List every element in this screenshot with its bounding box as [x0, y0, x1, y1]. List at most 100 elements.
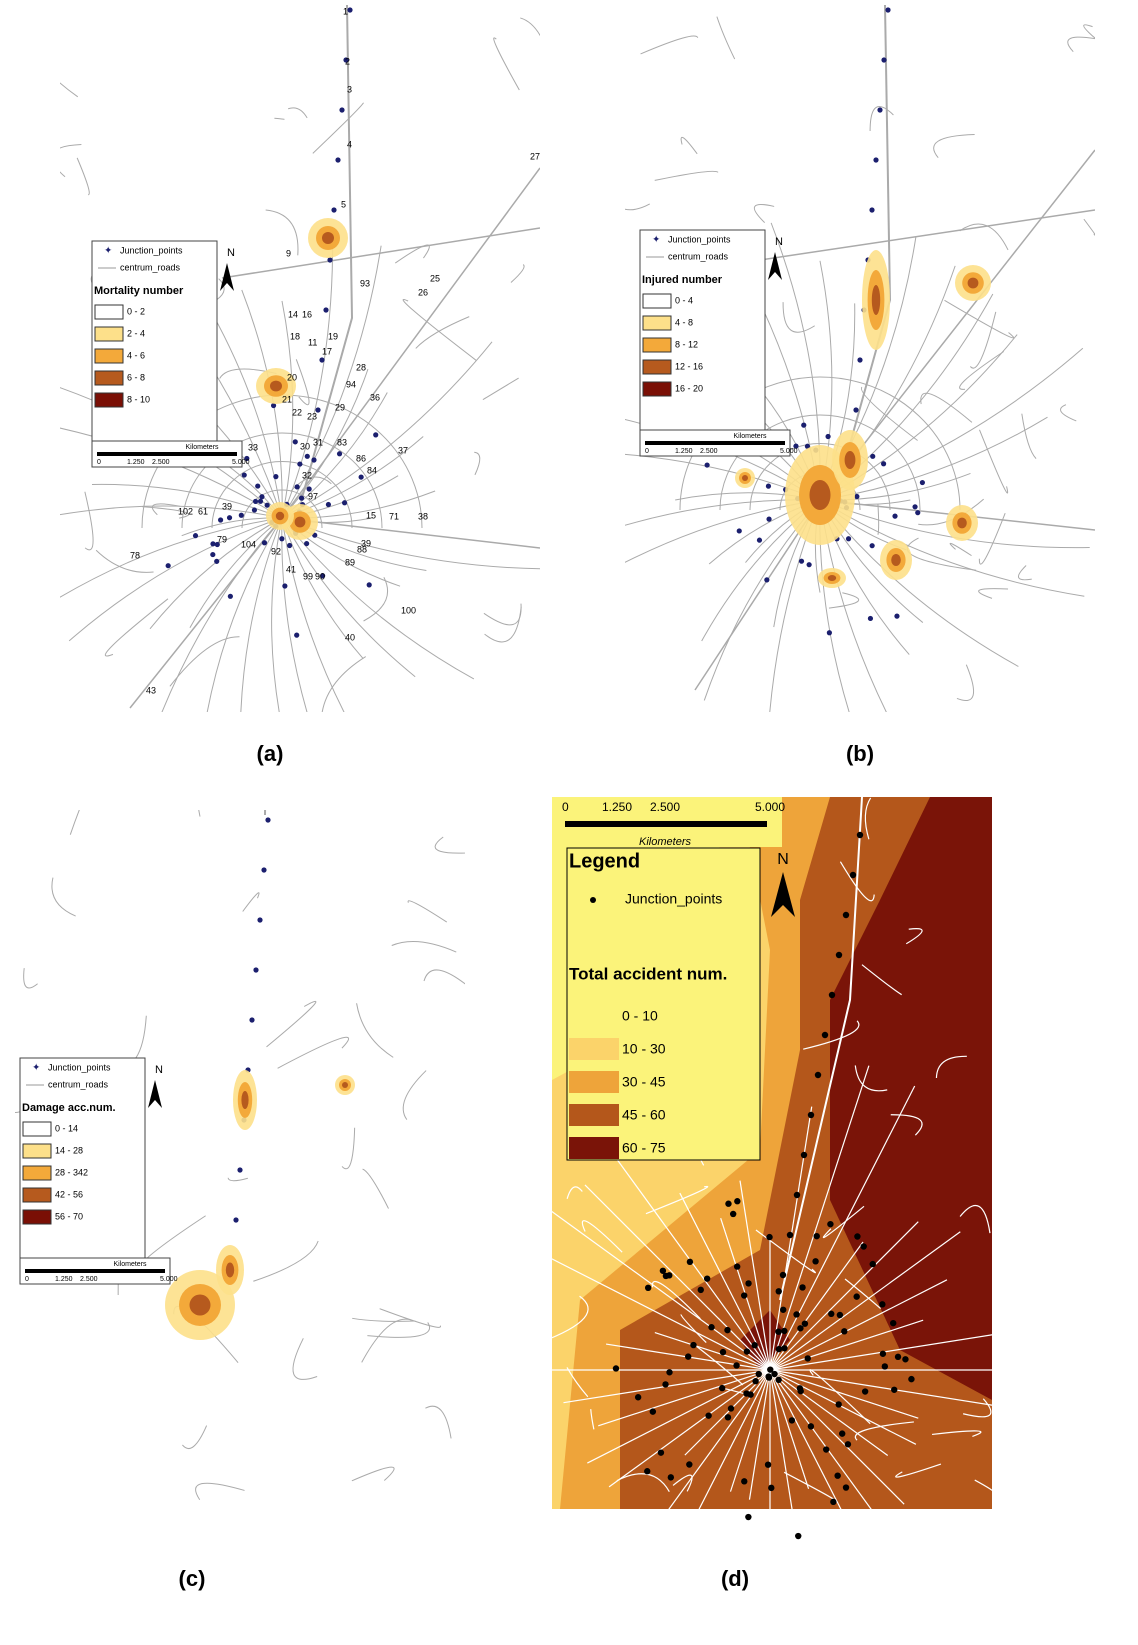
junction-point: [242, 472, 247, 477]
junction-point: [217, 628, 222, 633]
road: [403, 299, 476, 360]
junction-point: [159, 657, 164, 662]
junction-point: [311, 457, 316, 462]
road: [266, 210, 298, 255]
junction-point: [198, 599, 203, 604]
road: [63, 610, 200, 774]
junction-label: 15: [366, 510, 376, 520]
junction-point: [885, 7, 890, 12]
junction-point: [196, 571, 201, 576]
junction-label: 78: [130, 550, 140, 560]
legend-swatch: [23, 1210, 51, 1224]
junction-point: [294, 633, 299, 638]
junction-point: [870, 1261, 876, 1267]
junction-point: [880, 1351, 886, 1357]
main-road: [130, 518, 282, 708]
scale-unit: Kilometers: [185, 444, 219, 451]
junction-label: 79: [217, 534, 227, 544]
road: [313, 103, 364, 154]
legend-swatch: [643, 294, 671, 308]
legend-swatch: [569, 1104, 619, 1126]
junction-label: 104: [241, 539, 256, 549]
junction-point: [877, 107, 882, 112]
junction-point: [228, 594, 233, 599]
road: [960, 224, 1008, 250]
junction-point: [757, 538, 762, 543]
road: [0, 610, 200, 782]
road: [190, 610, 200, 817]
junction-label: 32: [302, 470, 312, 480]
road: [228, 1178, 248, 1181]
road: [484, 604, 521, 625]
junction-point: [781, 1328, 787, 1334]
junction-point: [210, 541, 215, 546]
scale-bar: [645, 441, 785, 445]
junction-point: [827, 1221, 833, 1227]
junction-point: [830, 1499, 836, 1505]
road: [367, 1322, 429, 1337]
junction-point: [188, 605, 193, 610]
junction-point: [218, 517, 223, 522]
legend-class: 14 - 28: [55, 1145, 83, 1155]
junction-label: 39: [222, 501, 232, 511]
junction-point: [259, 494, 264, 499]
legend-swatch: [569, 1005, 619, 1027]
junction-point: [873, 157, 878, 162]
junction-point: [184, 619, 189, 624]
junction-point: [814, 1233, 820, 1239]
road: [278, 1037, 349, 1068]
hotspot: [295, 517, 306, 528]
legend-class: 2 - 4: [127, 328, 145, 338]
road: [1018, 565, 1031, 579]
legend-class: 56 - 70: [55, 1211, 83, 1221]
road: [322, 657, 366, 713]
junction-point: [719, 1385, 725, 1391]
junction-point: [801, 1152, 807, 1158]
legend-class: 45 - 60: [622, 1107, 666, 1123]
junction-point: [156, 694, 161, 699]
road: [907, 538, 976, 570]
junction-label: 3: [347, 84, 352, 94]
junction-label: 16: [302, 309, 312, 319]
junction-point: [836, 1401, 842, 1407]
road: [96, 550, 153, 572]
legend-class: 8 - 12: [675, 339, 698, 349]
junction-point: [745, 1280, 751, 1286]
legend-title: Total accident num.: [569, 964, 727, 983]
junction-label: 11: [308, 337, 317, 347]
hotspot: [742, 475, 748, 481]
road: [979, 430, 1007, 493]
legend-title: Injured number: [642, 274, 723, 286]
junction-point: [843, 1484, 849, 1490]
junction-point: [743, 1390, 749, 1396]
junction-point: [239, 513, 244, 518]
legend-swatch: [643, 382, 671, 396]
junction-point: [207, 585, 212, 590]
junction-label: 102: [178, 506, 193, 516]
legend-item: Junction_points: [48, 1062, 111, 1072]
legend-swatch: [95, 327, 123, 341]
junction-point: [767, 1366, 773, 1372]
road: [363, 1169, 389, 1208]
junction-point: [645, 1285, 651, 1291]
legend-class: 8 - 10: [127, 394, 150, 404]
junction-point: [218, 584, 223, 589]
junction-point: [766, 517, 771, 522]
legend-symbol: ✦: [652, 235, 660, 246]
junction-point: [295, 484, 300, 489]
junction-point: [850, 872, 856, 878]
junction-point: [853, 1293, 859, 1299]
junction-point: [305, 454, 310, 459]
scale-bar: [565, 821, 767, 827]
junction-point: [231, 651, 236, 656]
road: [200, 610, 223, 739]
legend-swatch: [643, 316, 671, 330]
road: [485, 607, 522, 642]
junction-label: 71: [389, 511, 399, 521]
scale-bar: [97, 452, 237, 456]
caption: (b): [846, 741, 874, 766]
junction-point: [253, 967, 258, 972]
junction-point: [282, 583, 287, 588]
north-arrow: N: [227, 247, 235, 259]
road: [957, 665, 974, 701]
